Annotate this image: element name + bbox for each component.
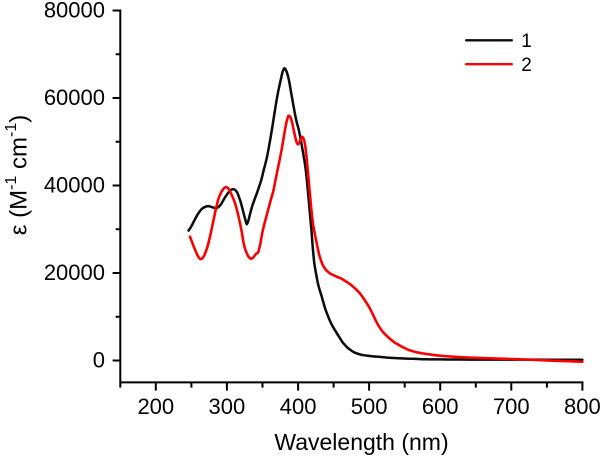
svg-text:20000: 20000 xyxy=(44,260,105,285)
svg-text:200: 200 xyxy=(137,394,174,419)
svg-text:500: 500 xyxy=(351,394,388,419)
svg-text:60000: 60000 xyxy=(44,85,105,110)
svg-text:80000: 80000 xyxy=(44,0,105,23)
svg-text:40000: 40000 xyxy=(44,173,105,198)
svg-text:600: 600 xyxy=(422,394,459,419)
svg-text:300: 300 xyxy=(209,394,246,419)
svg-text:Wavelength (nm): Wavelength (nm) xyxy=(274,429,448,455)
svg-text:2: 2 xyxy=(521,55,532,76)
svg-text:800: 800 xyxy=(564,394,601,419)
svg-text:700: 700 xyxy=(493,394,530,419)
svg-text:1: 1 xyxy=(521,31,532,52)
svg-text:0: 0 xyxy=(93,348,105,373)
svg-text:400: 400 xyxy=(280,394,317,419)
